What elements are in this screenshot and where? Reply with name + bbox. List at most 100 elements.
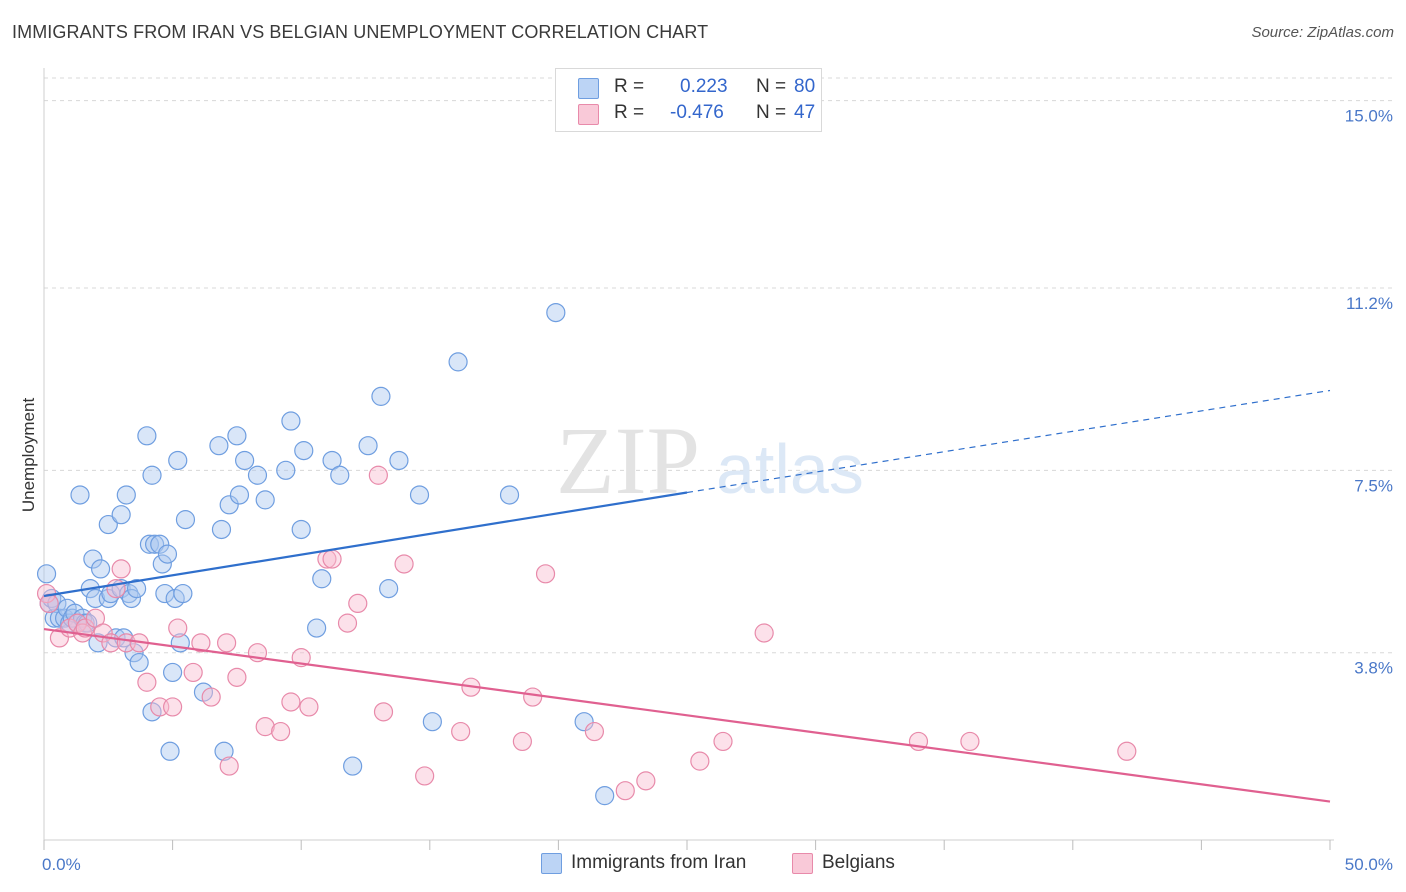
iran-point [90, 559, 111, 579]
legend-n-label: N = [756, 76, 787, 97]
belgian-point [337, 613, 358, 633]
belgian-point [1117, 741, 1137, 761]
iran-point [111, 505, 131, 525]
iran-point [307, 618, 327, 638]
iran-point [83, 549, 103, 569]
iran-point [574, 712, 594, 732]
iran-point [312, 569, 332, 589]
iran-point [173, 583, 193, 604]
watermark-atlas: atlas [716, 430, 864, 508]
legend-r-value: -0.476 [670, 102, 724, 123]
iran-point [142, 465, 162, 485]
y-axis-label: Unemployment [19, 398, 38, 513]
iran-point [409, 485, 430, 505]
trend-lines [43, 389, 1331, 803]
x-tick-label-max: 50.0% [1345, 855, 1393, 874]
iran-point [255, 490, 275, 510]
belgian-point [219, 756, 239, 776]
y-tick-labels: 3.8% 7.5% 11.2% 15.0% [1345, 107, 1393, 678]
iran-point [163, 662, 183, 683]
x-tick-label-min: 0.0% [42, 855, 81, 874]
belgian-point [168, 618, 188, 638]
y-tick-label: 3.8% [1354, 659, 1393, 678]
iran-point [448, 352, 468, 372]
belgian-point [373, 702, 394, 722]
belgian-point [201, 687, 221, 707]
belgian-point [85, 608, 106, 628]
belgian-point [191, 633, 211, 653]
belgian-point [690, 751, 710, 771]
iran-point [227, 426, 247, 446]
belgian-point [615, 781, 635, 801]
belgian-point [636, 771, 656, 791]
belgian-point [255, 717, 275, 737]
iran-point [343, 756, 363, 776]
correlation-legend: R = 0.223 N = 80 R = -0.476 N = 47 [555, 68, 822, 132]
iran-point [70, 485, 90, 505]
legend-n-value: 80 [794, 76, 816, 97]
legend-n-label: N = [756, 102, 787, 123]
x-ticks [43, 840, 1331, 850]
belgian-point [348, 593, 368, 614]
legend-r-label: R = [614, 76, 645, 97]
y-tick-label: 11.2% [1346, 294, 1393, 313]
belgian-point [394, 554, 414, 574]
iran-point [371, 386, 391, 406]
chart-title: IMMIGRANTS FROM IRAN VS BELGIAN UNEMPLOY… [12, 22, 709, 42]
y-tick-label: 7.5% [1354, 476, 1393, 495]
belgian-point [512, 731, 532, 752]
series-iran-points [36, 302, 615, 806]
iran-point [144, 534, 165, 554]
iran-point [276, 460, 296, 480]
iran-point [330, 465, 350, 485]
iran-point [422, 712, 442, 732]
iran-point [160, 741, 180, 761]
iran-trend-extension [686, 389, 1331, 494]
belgian-point [137, 672, 157, 692]
bottom-legend-swatch-belgians [792, 853, 813, 874]
belgian-point [713, 731, 733, 752]
belgian-point [451, 721, 471, 742]
iran-point [209, 436, 229, 456]
iran-point [389, 450, 409, 471]
belgian-point [415, 766, 435, 786]
bottom-legend-label-iran: Immigrants from Iran [571, 852, 747, 873]
iran-point [150, 534, 170, 554]
iran-point [229, 485, 250, 505]
bottom-legend-swatch-iran [541, 853, 562, 874]
iran-point [247, 465, 268, 485]
grid-lines [44, 77, 1392, 654]
belgian-point [523, 687, 543, 707]
legend-swatch-belgians [578, 104, 599, 125]
iran-point [219, 495, 239, 515]
iran-point [126, 579, 147, 599]
iran-point [98, 588, 118, 609]
iran-point [139, 534, 160, 554]
iran-point [595, 786, 615, 806]
iran-point [379, 579, 399, 599]
y-tick-label: 15.0% [1345, 107, 1393, 126]
iran-point [291, 519, 311, 540]
iran-point [121, 588, 142, 609]
belgian-point [217, 633, 237, 653]
legend-r-label: R = [614, 102, 645, 123]
bottom-legend-label-belgians: Belgians [822, 852, 895, 873]
iran-point [152, 554, 172, 574]
iran-point [358, 436, 378, 456]
belgian-point [960, 731, 980, 752]
iran-point [211, 519, 232, 540]
belgian-point [163, 697, 183, 717]
watermark-zip: ZIP [556, 407, 700, 514]
iran-point [499, 485, 520, 505]
iran-point [294, 441, 314, 461]
belgian-point [111, 559, 131, 579]
belgian-point [754, 623, 774, 643]
iran-point [98, 514, 118, 535]
belgian-point [299, 697, 319, 717]
iran-point [36, 564, 57, 584]
belgian-point [227, 667, 247, 687]
chart-source: Source: ZipAtlas.com [1251, 24, 1394, 41]
iran-point [281, 411, 301, 431]
iran-point [214, 741, 234, 761]
iran-point [124, 643, 144, 663]
